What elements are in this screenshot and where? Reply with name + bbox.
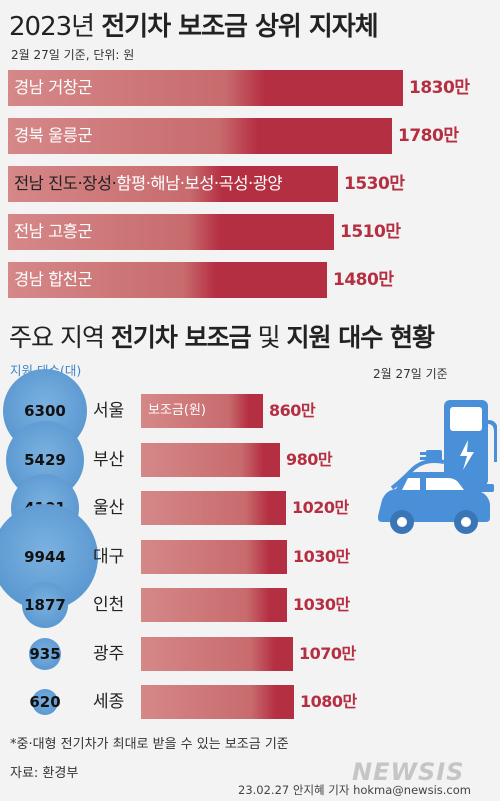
subsidy-bar [141, 685, 294, 719]
top-bar-value-label: 1480만 [333, 270, 394, 290]
top-chart-subtitle: 2월 27일 기준, 단위: 원 [11, 48, 135, 62]
region-label: 부산 [93, 450, 125, 470]
top-chart-title: 2023년 전기차 보조금 상위 지자체 [9, 6, 379, 43]
car-icon [378, 472, 490, 534]
subsidy-bar [141, 637, 293, 671]
region-label: 대구 [93, 547, 125, 567]
region-label: 인천 [93, 595, 125, 615]
top-bar-category-label: 전남 고흥군 [14, 222, 93, 241]
support-count-value: 6300 [24, 402, 66, 420]
newsis-logo: NEWSIS [352, 758, 465, 786]
support-count-circle [22, 582, 68, 628]
charging-cable-icon [390, 450, 445, 490]
bottom-chart-title: 주요 지역 전기차 보조금 및 지원 대수 현황 [9, 318, 435, 354]
top-bar-value-label: 1510만 [340, 222, 401, 242]
top-bar-value-label: 1780만 [398, 126, 459, 146]
bottom-chart-subtitle: 2월 27일 기준 [373, 367, 448, 381]
subsidy-bar [141, 443, 280, 477]
bottom-chart-title-pre: 주요 지역 [9, 323, 105, 352]
region-label: 광주 [93, 644, 125, 664]
top-bar [8, 166, 338, 202]
bottom-chart-title-mid: 및 [257, 323, 281, 352]
support-count-value: 5429 [24, 451, 66, 469]
subsidy-value-label: 1030만 [293, 547, 350, 566]
bottom-chart-title-main: 전기차 보조금 [110, 323, 252, 352]
subsidy-value-label: 1070만 [299, 644, 356, 663]
subsidy-bar [141, 394, 263, 428]
support-count-circle [32, 689, 58, 715]
top-bar [8, 70, 403, 106]
top-bar-value-label: 1530만 [344, 174, 405, 194]
support-count-value: 935 [29, 645, 61, 663]
subsidy-bar [141, 540, 287, 574]
support-count-value: 1877 [24, 596, 66, 614]
support-count-value: 9944 [24, 548, 66, 566]
top-bar-category-label: 전남 진도·장성·함평·해남·보성·곡성·광양 [14, 174, 283, 193]
top-bar-category-label: 경남 합천군 [14, 270, 93, 289]
top-chart-title-main: 전기차 보조금 상위 지자체 [101, 12, 378, 42]
subsidy-value-label: 1020만 [292, 498, 349, 517]
source-note: 자료: 환경부 [10, 766, 79, 781]
subsidy-bar [141, 491, 286, 525]
credit-line: 23.02.27 안지혜 기자 hokma@newsis.com [238, 783, 471, 797]
top-bar [8, 118, 392, 154]
top-chart-title-year: 2023년 [9, 12, 95, 42]
top-bar [8, 214, 334, 250]
support-count-value: 620 [29, 693, 61, 711]
top-bar [8, 262, 327, 298]
top-bar-category-label: 경북 울릉군 [14, 126, 93, 145]
footnote: *중·대형 전기차가 최대로 받을 수 있는 보조금 기준 [10, 737, 289, 752]
top-bar-value-label: 1830만 [409, 78, 470, 98]
region-label: 서울 [93, 401, 125, 421]
subsidy-value-label: 980만 [286, 450, 333, 469]
subsidy-value-label: 1030만 [293, 595, 350, 614]
subsidy-value-label: 860만 [269, 401, 316, 420]
subsidy-value-label: 1080만 [300, 692, 357, 711]
support-count-circle [29, 638, 61, 670]
ev-charging-illustration [378, 400, 497, 534]
top-bar-category-label: 경남 거창군 [14, 78, 93, 97]
region-label: 세종 [93, 692, 125, 712]
bottom-chart-title-post: 지원 대수 현황 [286, 323, 435, 352]
subsidy-bar [141, 588, 287, 622]
bar-legend-label: 보조금(원) [148, 403, 206, 418]
region-label: 울산 [93, 498, 125, 518]
